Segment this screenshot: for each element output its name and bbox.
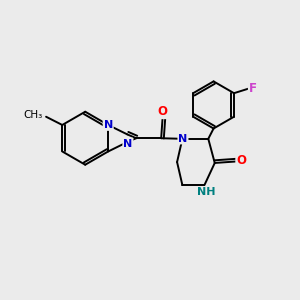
Text: O: O xyxy=(236,154,246,167)
Text: CH₃: CH₃ xyxy=(23,110,43,120)
Text: O: O xyxy=(158,105,168,118)
Text: N: N xyxy=(123,139,133,148)
Text: N: N xyxy=(178,134,188,143)
Text: NH: NH xyxy=(197,188,215,197)
Text: N: N xyxy=(103,120,113,130)
Text: F: F xyxy=(249,82,257,95)
